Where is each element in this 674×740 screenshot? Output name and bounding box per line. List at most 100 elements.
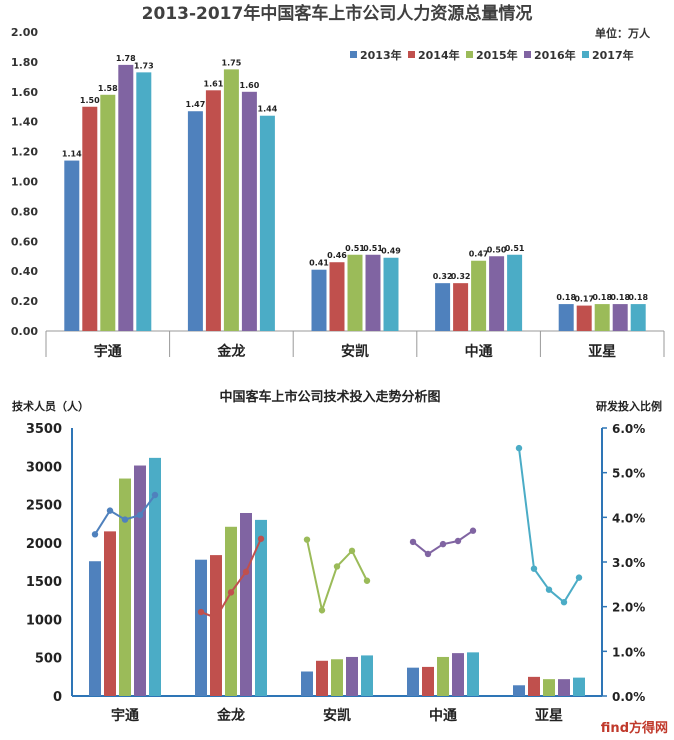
bar-2013年-安凯 bbox=[311, 269, 327, 331]
y-left-tick-label: 1000 bbox=[26, 613, 62, 628]
ratio-line-亚星 bbox=[518, 447, 580, 604]
x-category-label: 亚星 bbox=[588, 344, 616, 360]
ratio-point bbox=[424, 550, 432, 558]
bar-2017年-宇通 bbox=[136, 72, 152, 332]
data-label: 0.51 bbox=[345, 244, 365, 253]
bar-2014年-中通 bbox=[453, 283, 469, 331]
bar-2015年-宇通 bbox=[100, 94, 116, 331]
bar-安凯-1 bbox=[301, 671, 313, 696]
bar-2014年-宇通 bbox=[82, 106, 98, 331]
ratio-point bbox=[575, 574, 583, 581]
data-label: 1.73 bbox=[134, 61, 154, 70]
x-category-label: 中通 bbox=[465, 343, 493, 360]
bar-亚星-4 bbox=[558, 679, 570, 696]
x-category-label: 中通 bbox=[429, 707, 457, 724]
bar-宇通-1 bbox=[89, 561, 101, 696]
bar-宇通-4 bbox=[134, 465, 146, 696]
ratio-line-安凯 bbox=[306, 539, 368, 614]
bar-金龙-5 bbox=[255, 519, 267, 696]
bar-宇通-5 bbox=[149, 457, 161, 696]
ratio-point bbox=[530, 565, 538, 572]
bar-中通-2 bbox=[422, 666, 434, 696]
data-label: 0.32 bbox=[451, 272, 471, 281]
bar-2015年-安凯 bbox=[347, 254, 363, 331]
data-label: 1.44 bbox=[258, 105, 278, 114]
chart-title: 2013-2017年中国客车上市公司人力资源总量情况 bbox=[142, 3, 533, 24]
data-label: 0.51 bbox=[363, 244, 383, 253]
bar-中通-1 bbox=[407, 667, 419, 696]
bar-安凯-2 bbox=[316, 660, 328, 696]
bar-2016年-中通 bbox=[489, 256, 505, 331]
bar-2015年-金龙 bbox=[223, 69, 239, 331]
legend-label: 2013年 bbox=[360, 48, 402, 62]
unit-label: 单位：万人 bbox=[595, 26, 651, 40]
watermark: find方得网 bbox=[600, 721, 668, 736]
y-right-tick-label: 1.0% bbox=[612, 645, 645, 659]
bar-2016年-金龙 bbox=[241, 91, 257, 331]
y-tick-label: 1.00 bbox=[11, 176, 38, 189]
bar-亚星-5 bbox=[573, 677, 585, 696]
data-label: 0.50 bbox=[487, 245, 507, 254]
y-right-tick-label: 5.0% bbox=[612, 467, 645, 481]
y-left-tick-label: 2000 bbox=[26, 537, 62, 552]
bar-2017年-中通 bbox=[507, 254, 523, 331]
ratio-point bbox=[212, 614, 220, 622]
ratio-point bbox=[545, 586, 553, 593]
x-category-label: 亚星 bbox=[535, 708, 563, 724]
data-label: 1.58 bbox=[98, 84, 118, 93]
legend-swatch-2013年 bbox=[350, 51, 357, 58]
bar-2013年-亚星 bbox=[558, 304, 574, 331]
data-label: 1.60 bbox=[240, 81, 260, 90]
data-label: 1.61 bbox=[204, 79, 224, 88]
data-label: 0.41 bbox=[309, 259, 329, 268]
y-tick-label: 0.60 bbox=[11, 235, 38, 248]
y-tick-label: 1.40 bbox=[11, 116, 38, 129]
bar-安凯-4 bbox=[346, 656, 358, 696]
data-label: 0.18 bbox=[628, 293, 648, 302]
bar-宇通-2 bbox=[104, 531, 116, 696]
data-label: 1.75 bbox=[222, 58, 242, 67]
y-left-tick-label: 1500 bbox=[26, 575, 62, 590]
y-left-tick-label: 0 bbox=[53, 690, 62, 705]
y-tick-label: 1.60 bbox=[11, 86, 38, 99]
data-label: 0.18 bbox=[592, 293, 612, 302]
data-label: 0.47 bbox=[469, 250, 489, 259]
legend-swatch-2017年 bbox=[582, 51, 589, 58]
y-left-tick-label: 2500 bbox=[26, 499, 62, 514]
ratio-point bbox=[121, 516, 129, 523]
bar-2016年-亚星 bbox=[612, 304, 628, 331]
legend-swatch-2014年 bbox=[408, 51, 415, 58]
y-tick-label: 0.00 bbox=[11, 325, 38, 338]
bar-2014年-金龙 bbox=[205, 90, 221, 332]
ratio-point bbox=[106, 507, 114, 514]
data-label: 0.51 bbox=[505, 244, 525, 253]
data-label: 1.47 bbox=[186, 100, 206, 109]
ratio-point bbox=[560, 599, 568, 606]
data-label: 1.50 bbox=[80, 96, 100, 105]
bar-安凯-5 bbox=[361, 655, 373, 696]
y-tick-label: 1.80 bbox=[11, 56, 38, 69]
ratio-point bbox=[242, 568, 250, 576]
bar-2017年-亚星 bbox=[630, 304, 646, 331]
bar-2014年-安凯 bbox=[329, 262, 345, 331]
bar-中通-5 bbox=[467, 652, 479, 696]
bar-2017年-金龙 bbox=[259, 115, 275, 331]
y-right-tick-label: 2.0% bbox=[612, 601, 645, 615]
x-category-label: 金龙 bbox=[216, 707, 245, 724]
bar-金龙-2 bbox=[210, 555, 222, 696]
bar-亚星-1 bbox=[513, 685, 525, 696]
bar-金龙-3 bbox=[225, 526, 237, 696]
ratio-point bbox=[469, 527, 477, 534]
legend-swatch-2016年 bbox=[524, 51, 531, 58]
ratio-point bbox=[333, 563, 341, 570]
data-label: 0.18 bbox=[610, 293, 630, 302]
y-tick-label: 0.80 bbox=[11, 205, 38, 218]
chart-title: 中国客车上市公司技术投入走势分析图 bbox=[219, 389, 440, 405]
x-category-label: 金龙 bbox=[216, 343, 245, 360]
bar-2015年-亚星 bbox=[594, 304, 610, 331]
bar-2014年-亚星 bbox=[576, 305, 592, 331]
ratio-point bbox=[515, 444, 523, 452]
legend-label: 2015年 bbox=[476, 48, 518, 62]
